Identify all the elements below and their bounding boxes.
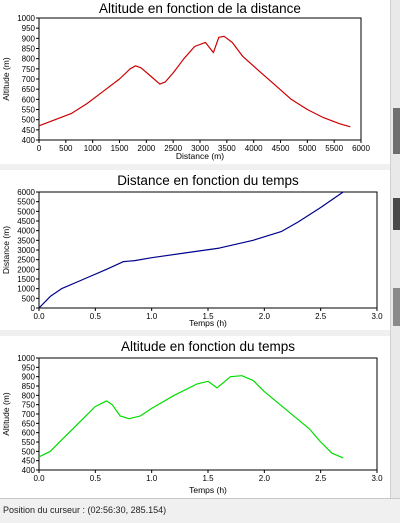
y-tick-label: 450 xyxy=(22,457,36,466)
y-tick-label: 450 xyxy=(22,126,36,135)
y-tick-label: 500 xyxy=(22,294,36,303)
y-tick-label: 850 xyxy=(22,45,36,54)
cursor-position-text: Position du curseur : (02:56:30, 285.154… xyxy=(3,505,167,515)
chart-distance-time: Distance en fonction du temps 0.0 0.5 1.0 1.… xyxy=(1,173,383,328)
y-tick-label: 1000 xyxy=(17,14,35,23)
x-tick-label: 2500 xyxy=(164,144,182,153)
plot-area xyxy=(38,17,362,141)
x-tick-label: 4500 xyxy=(272,144,290,153)
y-tick-label: 800 xyxy=(22,55,36,64)
x-tick-label: 6000 xyxy=(352,144,370,153)
series-line xyxy=(38,375,344,459)
right-edge-thumbnails xyxy=(390,0,400,500)
y-axis-label: Altitude (m) xyxy=(1,57,11,101)
x-tick-label: 1.0 xyxy=(146,312,158,321)
y-tick-label: 0 xyxy=(31,304,36,313)
graphs-panel: Altitude en fonction de la distance 0 500 1… xyxy=(0,1,390,495)
x-tick-label: 3.0 xyxy=(371,312,383,321)
y-tick-label: 5000 xyxy=(17,207,35,216)
y-tick-label: 850 xyxy=(22,382,36,391)
x-axis-label: Distance (m) xyxy=(176,151,224,161)
y-tick-label: 1500 xyxy=(17,275,35,284)
thumbnail-1[interactable] xyxy=(393,108,400,154)
y-tick-label: 900 xyxy=(22,34,36,43)
chart-separator xyxy=(0,164,390,170)
thumbnail-2[interactable] xyxy=(393,198,400,230)
status-bar: Position du curseur : (02:56:30, 285.154… xyxy=(0,498,400,523)
thumbnail-3[interactable] xyxy=(393,288,400,326)
plot-area xyxy=(38,357,378,471)
x-tick-label: 2.0 xyxy=(259,312,271,321)
y-tick-label: 650 xyxy=(22,85,36,94)
chart-separator xyxy=(0,330,390,336)
y-tick-label: 900 xyxy=(22,373,36,382)
y-tick-label: 600 xyxy=(22,95,36,104)
x-tick-label: 2000 xyxy=(137,144,155,153)
x-tick-label: 2.5 xyxy=(315,312,327,321)
y-tick-label: 2500 xyxy=(17,256,35,265)
y-tick-label: 950 xyxy=(22,363,36,372)
x-tick-label: 0.5 xyxy=(90,474,102,483)
y-tick-label: 6000 xyxy=(17,188,35,197)
y-tick-label: 1000 xyxy=(17,285,35,294)
y-tick-label: 4000 xyxy=(17,227,35,236)
y-tick-label: 3000 xyxy=(17,246,35,255)
x-tick-label: 3000 xyxy=(191,144,209,153)
x-tick-label: 2.0 xyxy=(259,474,271,483)
y-tick-label: 750 xyxy=(22,65,36,74)
x-axis-label: Temps (h) xyxy=(189,318,227,328)
chart-title: Distance en fonction du temps xyxy=(117,173,299,188)
y-tick-label: 4500 xyxy=(17,217,35,226)
x-tick-label: 1.0 xyxy=(146,474,158,483)
y-tick-label: 700 xyxy=(22,75,36,84)
x-tick-label: 2.5 xyxy=(315,474,327,483)
x-tick-label: 5000 xyxy=(298,144,316,153)
y-axis-label: Altitude (m) xyxy=(1,392,11,436)
x-tick-label: 3.0 xyxy=(371,474,383,483)
y-tick-label: 550 xyxy=(22,106,36,115)
x-tick-label: 0 xyxy=(37,144,42,153)
series-line xyxy=(38,35,351,128)
y-tick-label: 700 xyxy=(22,410,36,419)
x-tick-label: 4000 xyxy=(245,144,263,153)
x-tick-label: 0.0 xyxy=(33,474,45,483)
y-tick-label: 400 xyxy=(22,466,36,475)
y-tick-label: 400 xyxy=(22,136,36,145)
x-tick-label: 0.5 xyxy=(90,312,102,321)
y-tick-label: 950 xyxy=(22,24,36,33)
y-axis-label: Distance (m) xyxy=(1,226,11,274)
y-tick-label: 3500 xyxy=(17,236,35,245)
chart-title: Altitude en fonction du temps xyxy=(121,339,295,354)
x-tick-label: 1.5 xyxy=(202,474,214,483)
chart-altitude-distance: Altitude en fonction de la distance 0 500 1… xyxy=(1,1,370,161)
series-line xyxy=(38,191,344,309)
x-axis-label: Temps (h) xyxy=(189,485,227,495)
y-tick-label: 2000 xyxy=(17,265,35,274)
x-tick-label: 500 xyxy=(59,144,73,153)
x-tick-label: 1000 xyxy=(84,144,102,153)
x-tick-label: 5500 xyxy=(325,144,343,153)
y-tick-label: 800 xyxy=(22,391,36,400)
x-tick-label: 0.0 xyxy=(33,312,45,321)
chart-title: Altitude en fonction de la distance xyxy=(99,1,301,16)
chart-altitude-time: Altitude en fonction du temps 0.0 0.5 1.0 1.… xyxy=(1,339,383,495)
y-tick-label: 600 xyxy=(22,429,36,438)
y-tick-label: 500 xyxy=(22,447,36,456)
y-tick-label: 500 xyxy=(22,116,36,125)
y-tick-label: 750 xyxy=(22,401,36,410)
x-tick-label: 1500 xyxy=(111,144,129,153)
y-tick-label: 1000 xyxy=(17,354,35,363)
y-tick-label: 550 xyxy=(22,438,36,447)
y-tick-label: 5500 xyxy=(17,198,35,207)
x-tick-label: 1.5 xyxy=(202,312,214,321)
y-tick-label: 650 xyxy=(22,419,36,428)
x-tick-label: 3500 xyxy=(218,144,236,153)
